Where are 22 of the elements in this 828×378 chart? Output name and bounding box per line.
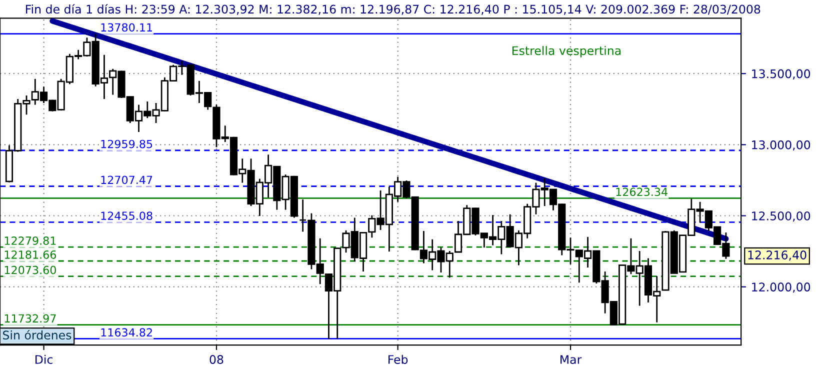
x-tick-label: Dic xyxy=(36,354,52,364)
x-tick-label: Feb xyxy=(388,354,408,364)
annotation: Estrella vespertina xyxy=(512,46,621,58)
ref-line-label: 12279.81 xyxy=(4,236,56,245)
annotation: Sin órdenes xyxy=(3,330,72,340)
y-tick-label: 12.000,00 xyxy=(752,282,810,293)
ref-line-label: 12073.60 xyxy=(4,266,56,274)
ref-line-label: 12181.66 xyxy=(4,250,56,259)
ref-line-label: 11634.82 xyxy=(101,328,152,337)
text: 12.216,40 xyxy=(748,250,806,261)
y-tick-label: 12.500,00 xyxy=(752,211,810,222)
x-tick-label: Mar xyxy=(560,355,582,364)
ref-line-label: 13780.11 xyxy=(101,23,152,32)
x-tick-label: 08 xyxy=(210,355,224,364)
y-tick-label: 13.000,00 xyxy=(752,140,810,151)
chart-title: Fin de día 1 días H: 23:59 A: 12.303,92 M: 12.382,16 m: 12.196,87 C: 12.216,40 P : 15.105,14 V: 209.002.369 F: 28/03/2008 xyxy=(26,4,760,15)
ref-line-label: 12707.47 xyxy=(101,176,152,184)
ref-line-label: 12623.34 xyxy=(616,188,668,196)
ref-line-label: 12455.08 xyxy=(101,212,152,220)
ref-line-label: 11732.97 xyxy=(4,314,56,323)
y-tick-label: 13.500,00 xyxy=(752,69,810,80)
ref-line-label: 12959.85 xyxy=(101,140,152,148)
